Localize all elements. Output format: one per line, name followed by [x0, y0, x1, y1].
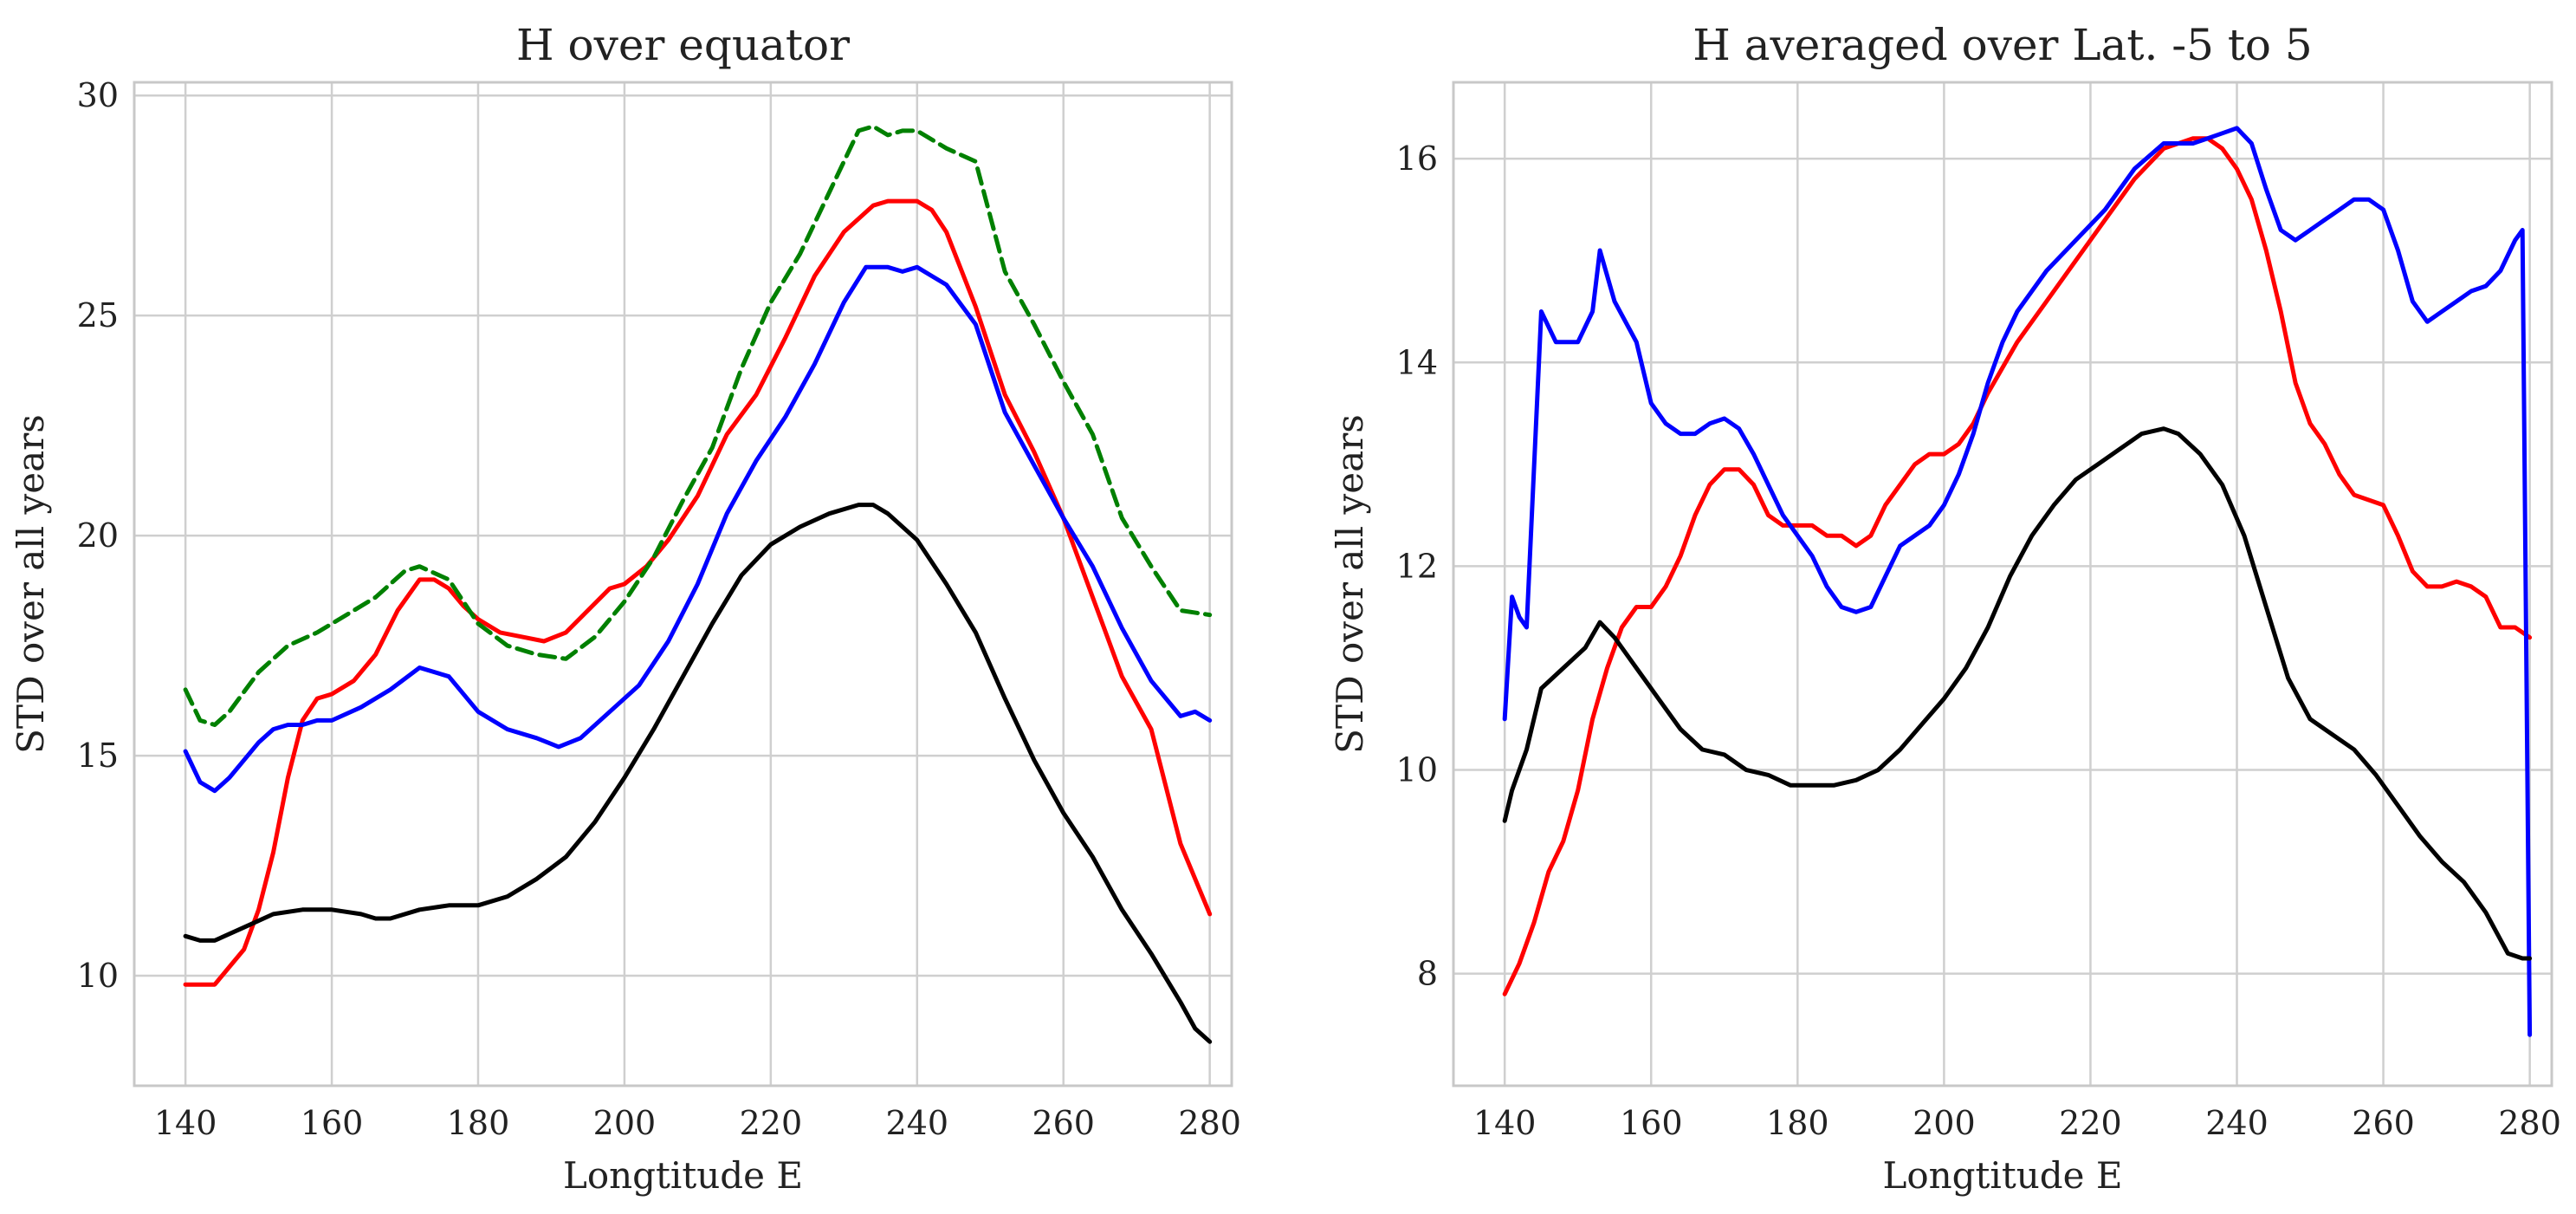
series-line-blue	[183, 264, 1213, 794]
y-tick-label: 8	[1417, 955, 1438, 993]
x-tick-label: 260	[2352, 1104, 2415, 1142]
series-line-red	[183, 198, 1213, 987]
x-tick-label: 140	[1473, 1104, 1537, 1142]
x-tick-label: 200	[593, 1104, 657, 1142]
y-tick-label: 12	[1396, 547, 1438, 585]
x-tick-label: 280	[1178, 1104, 1241, 1142]
x-tick-label: 180	[447, 1104, 510, 1142]
series-line-blue	[1502, 126, 2533, 1037]
y-tick-label: 30	[77, 76, 119, 114]
x-tick-label: 160	[301, 1104, 364, 1142]
series-line-black	[1502, 426, 2533, 961]
chart-title: H averaged over Lat. -5 to 5	[1693, 20, 2312, 70]
x-tick-label: 240	[886, 1104, 949, 1142]
x-tick-label: 140	[154, 1104, 217, 1142]
y-tick-label: 10	[77, 957, 119, 995]
x-tick-label: 200	[1913, 1104, 1976, 1142]
series-line-black	[183, 503, 1213, 1044]
y-axis-label: STD over all years	[1329, 414, 1371, 754]
chart-title: H over equator	[516, 20, 850, 70]
x-tick-label: 220	[740, 1104, 803, 1142]
y-tick-label: 15	[77, 737, 119, 775]
series-line-red	[1502, 136, 2533, 997]
left-chart-panel: 140 160 180 200 220 240 260 280 10 15 20 25 30 H over…	[10, 20, 1241, 1197]
y-tick-label: 25	[77, 296, 119, 334]
x-tick-label: 280	[2498, 1104, 2561, 1142]
x-tick-label: 240	[2205, 1104, 2269, 1142]
y-tick-label: 16	[1396, 140, 1438, 178]
x-tick-label: 260	[1032, 1104, 1095, 1142]
plot-frame	[133, 81, 1233, 1087]
x-tick-label: 220	[2059, 1104, 2122, 1142]
x-tick-label: 180	[1766, 1104, 1829, 1142]
x-axis-label: Longtitude E	[1882, 1154, 2122, 1197]
series-line-green	[183, 124, 1213, 727]
y-tick-label: 20	[77, 516, 119, 555]
y-tick-label: 10	[1396, 751, 1438, 789]
x-tick-label: 160	[1620, 1104, 1683, 1142]
y-axis-label: STD over all years	[10, 414, 52, 754]
plot-frame	[1452, 81, 2553, 1087]
right-chart-panel: 140 160 180 200 220 240 260 280 8 10 12 14 16 H avera…	[1329, 20, 2561, 1197]
y-tick-label: 14	[1396, 343, 1438, 381]
x-axis-label: Longtitude E	[563, 1154, 803, 1197]
